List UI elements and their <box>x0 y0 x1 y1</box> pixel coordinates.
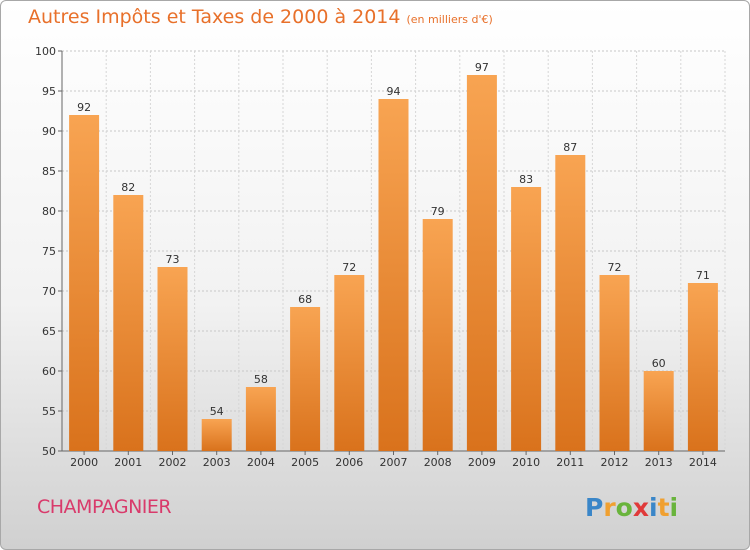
y-tick-label: 90 <box>42 125 56 138</box>
y-tick-label: 65 <box>42 325 56 338</box>
bar-2010 <box>511 187 542 451</box>
bar-2013 <box>643 371 674 451</box>
proxiti-logo: Proxiti <box>585 493 678 522</box>
bar-2014 <box>687 283 718 451</box>
place-name: CHAMPAGNIER <box>37 496 172 518</box>
x-tick-label: 2000 <box>70 456 98 469</box>
bar-2011 <box>555 155 586 451</box>
x-tick-label: 2004 <box>247 456 275 469</box>
y-tick-label: 50 <box>42 445 56 458</box>
bar-2000 <box>69 115 100 451</box>
y-tick-label: 75 <box>42 245 56 258</box>
y-tick-label: 70 <box>42 285 56 298</box>
value-label: 79 <box>431 205 445 218</box>
value-label: 87 <box>563 141 577 154</box>
bar-2008 <box>422 219 453 451</box>
x-tick-label: 2010 <box>512 456 540 469</box>
bar-2012 <box>599 275 630 451</box>
y-tick-label: 55 <box>42 405 56 418</box>
x-tick-label: 2003 <box>203 456 231 469</box>
value-label: 82 <box>121 181 135 194</box>
y-tick-label: 85 <box>42 165 56 178</box>
value-label: 54 <box>210 405 224 418</box>
bar-2002 <box>157 267 188 451</box>
value-label: 60 <box>652 357 666 370</box>
bar-2006 <box>334 275 365 451</box>
value-label: 71 <box>696 269 710 282</box>
bar-2007 <box>378 99 409 451</box>
value-label: 97 <box>475 61 489 74</box>
x-tick-label: 2006 <box>335 456 363 469</box>
y-tick-label: 95 <box>42 85 56 98</box>
bar-2001 <box>113 195 144 451</box>
value-labels: 92 82 73 54 58 68 72 94 79 97 83 87 72 60 71 <box>77 61 710 418</box>
svg-text:Proxiti: Proxiti <box>585 493 678 522</box>
x-tick-label: 2007 <box>380 456 408 469</box>
bar-2005 <box>290 307 321 451</box>
x-tick-label: 2013 <box>645 456 673 469</box>
value-label: 72 <box>608 261 622 274</box>
y-tick-label: 100 <box>35 45 56 58</box>
bar-2009 <box>466 75 497 451</box>
value-label: 73 <box>166 253 180 266</box>
x-tick-label: 2005 <box>291 456 319 469</box>
bars <box>69 75 718 451</box>
x-tick-label: 2011 <box>556 456 584 469</box>
x-tick-label: 2009 <box>468 456 496 469</box>
y-tick-label: 80 <box>42 205 56 218</box>
chart-heading: Autres Impôts et Taxes de 2000 à 2014 (en… <box>28 6 493 28</box>
value-label: 58 <box>254 373 268 386</box>
value-label: 94 <box>387 85 401 98</box>
value-label: 83 <box>519 173 533 186</box>
bar-2003 <box>201 419 232 451</box>
value-label: 68 <box>298 293 312 306</box>
bar-2004 <box>245 387 276 451</box>
x-tick-label: 2002 <box>159 456 187 469</box>
chart-unit-label: (en milliers d'€) <box>406 13 493 26</box>
y-tick-label: 60 <box>42 365 56 378</box>
chart-title: Autres Impôts et Taxes de 2000 à 2014 <box>28 6 401 28</box>
x-tick-label: 2014 <box>689 456 717 469</box>
x-tick-label: 2012 <box>601 456 629 469</box>
x-tick-label: 2008 <box>424 456 452 469</box>
value-label: 72 <box>342 261 356 274</box>
value-label: 92 <box>77 101 91 114</box>
x-tick-label: 2001 <box>114 456 142 469</box>
